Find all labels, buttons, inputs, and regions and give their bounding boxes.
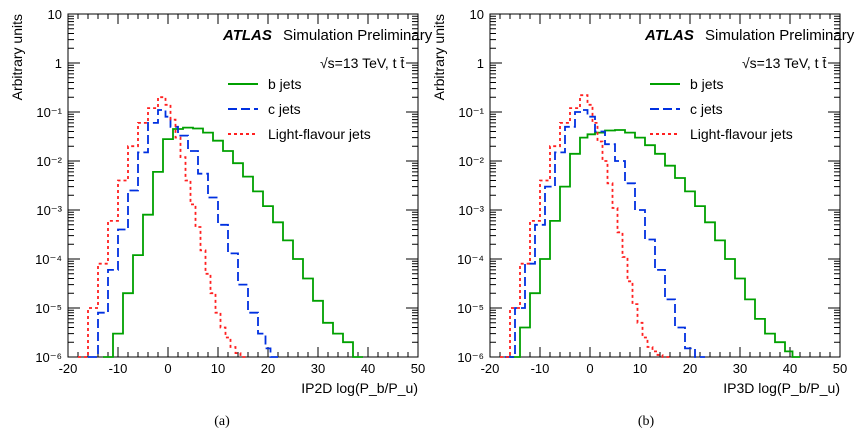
series-c-jets	[88, 109, 278, 358]
series-b-jets	[510, 129, 800, 358]
y-tick-label: 10⁻³	[36, 203, 62, 218]
x-axis-label: IP2D log(P_b/P_u)	[301, 380, 418, 396]
x-tick-label: -20	[59, 361, 78, 376]
y-tick-label: 10⁻⁶	[457, 350, 484, 365]
x-tick-label: 10	[633, 361, 647, 376]
y-tick-label: 10⁻⁵	[457, 301, 484, 316]
y-tick-label: 10⁻⁴	[35, 252, 62, 267]
status-label: Simulation Preliminary	[705, 27, 855, 44]
y-tick-label: 10⁻²	[36, 154, 62, 169]
y-tick-label: 10	[48, 7, 62, 22]
y-tick-label: 10⁻⁶	[35, 350, 62, 365]
y-tick-label: 10⁻¹	[458, 105, 484, 120]
status-label: Simulation Preliminary	[283, 27, 433, 44]
y-tick-label: 10	[470, 7, 484, 22]
legend-label: b jets	[268, 76, 301, 92]
panel-caption: (a)	[214, 414, 230, 429]
energy-label: √s=13 TeV, t t̄	[320, 55, 404, 71]
y-tick-label: 1	[477, 56, 484, 71]
energy-label: √s=13 TeV, t t̄	[742, 55, 826, 71]
y-tick-label: 1	[55, 56, 62, 71]
x-tick-label: -10	[109, 361, 128, 376]
series-light-flavour-jets	[78, 96, 248, 358]
x-tick-label: 30	[311, 361, 325, 376]
x-tick-label: 40	[783, 361, 797, 376]
y-tick-label: 10⁻⁵	[35, 301, 62, 316]
y-tick-label: 10⁻³	[458, 203, 484, 218]
x-tick-label: 50	[833, 361, 847, 376]
x-tick-label: 20	[683, 361, 697, 376]
x-tick-label: -20	[481, 361, 500, 376]
legend-label: Light-flavour jets	[268, 126, 371, 142]
y-tick-label: 10⁻²	[458, 154, 484, 169]
y-axis-label: Arbitrary units	[9, 14, 25, 100]
x-tick-label: -10	[531, 361, 550, 376]
legend-label: b jets	[690, 76, 723, 92]
x-tick-label: 50	[411, 361, 425, 376]
legend-label: c jets	[690, 101, 723, 117]
panel-caption: (b)	[638, 414, 655, 429]
legend-label: Light-flavour jets	[690, 126, 793, 142]
panel-ip3d: -20 -10 0 10 20 30 40 50 10⁻⁶ 10⁻⁵ 10⁻⁴ 10⁻³ 10⁻² 10⁻…	[431, 7, 855, 429]
x-tick-label: 0	[164, 361, 171, 376]
experiment-label: ATLAS	[644, 27, 694, 44]
panel-ip2d: -20 -10 0 10 20 30 40 50 10⁻⁶ 10⁻⁵ 10⁻⁴ 10⁻³ 10⁻² 10⁻…	[9, 7, 433, 429]
plot-frame	[489, 13, 841, 358]
y-axis-label: Arbitrary units	[431, 14, 447, 100]
x-axis-label: IP3D log(P_b/P_u)	[723, 380, 840, 396]
x-tick-label: 30	[733, 361, 747, 376]
x-tick-label: 40	[361, 361, 375, 376]
experiment-label: ATLAS	[222, 27, 272, 44]
y-tick-label: 10⁻⁴	[457, 252, 484, 267]
y-tick-label: 10⁻¹	[36, 105, 62, 120]
legend-label: c jets	[268, 101, 301, 117]
x-tick-label: 0	[586, 361, 593, 376]
series-b-jets	[103, 126, 363, 358]
x-tick-label: 20	[261, 361, 275, 376]
series-c-jets	[505, 109, 705, 358]
x-tick-label: 10	[211, 361, 225, 376]
series-light-flavour-jets	[500, 94, 670, 358]
